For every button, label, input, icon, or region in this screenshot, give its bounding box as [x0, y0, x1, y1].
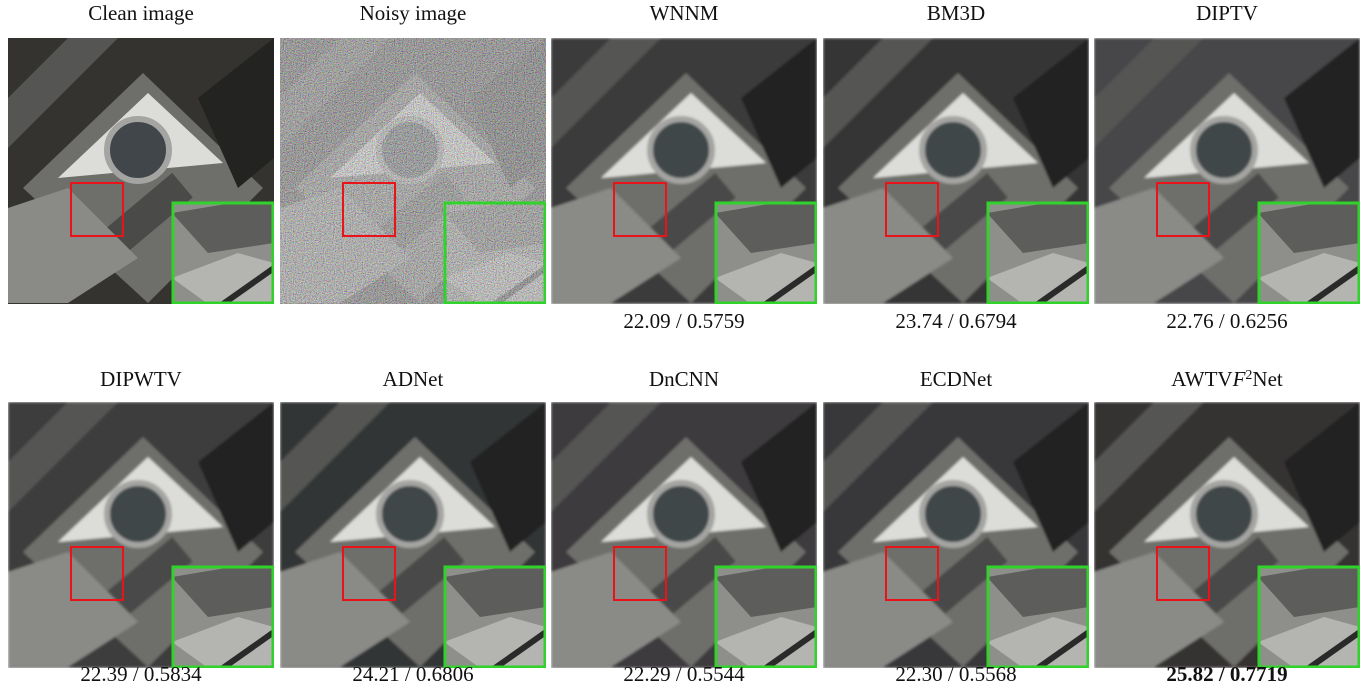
dome [379, 483, 441, 545]
panel-label: ADNet [383, 367, 444, 391]
inset [444, 202, 546, 304]
panel-image [8, 402, 274, 668]
inset [715, 566, 817, 668]
panel-image [1094, 38, 1360, 304]
dome [1193, 119, 1255, 181]
panel-image [551, 38, 817, 304]
dome [1193, 483, 1255, 545]
panel-label: ECDNet [920, 367, 992, 391]
label-part: F [1232, 367, 1246, 391]
dome [922, 119, 984, 181]
panel-label: BM3D [927, 1, 985, 25]
panel-metric: 25.82 / 0.7719 [1166, 662, 1287, 686]
image-content [1094, 38, 1360, 304]
figure: Clean image Noisy image WNNM 22.09 / 0.5759… [0, 0, 1366, 690]
panel-metric: 22.09 / 0.5759 [623, 309, 744, 333]
panel-metric: 22.29 / 0.5544 [623, 662, 745, 686]
inset [715, 202, 817, 304]
panel-label: Clean image [88, 1, 194, 25]
label-part: AWTV [1171, 367, 1232, 391]
panel-image [551, 402, 817, 668]
inset [1258, 202, 1360, 304]
inset [987, 202, 1089, 304]
inset [1258, 566, 1360, 668]
panel-image [823, 402, 1089, 668]
panel-metric: 23.74 / 0.6794 [895, 309, 1017, 333]
panel-label: WNNM [650, 1, 719, 25]
inset [172, 202, 274, 304]
dome [922, 483, 984, 545]
inset [444, 566, 546, 668]
inset [987, 566, 1089, 668]
panel-label: AWTVF2Net [1171, 367, 1283, 391]
panel-label: DIPWTV [100, 367, 182, 391]
image-content [280, 38, 546, 304]
panel-metric: 24.21 / 0.6806 [352, 662, 473, 686]
panel-metric: 22.76 / 0.6256 [1166, 309, 1287, 333]
image-content [1094, 402, 1360, 668]
image-content [823, 402, 1089, 668]
dome [107, 119, 169, 181]
image-content [8, 402, 274, 668]
panel-image [823, 38, 1089, 304]
panel-label: DnCNN [649, 367, 719, 391]
label-part: Net [1252, 367, 1282, 391]
image-content [551, 38, 817, 304]
label-part: 2 [1245, 368, 1252, 383]
panel-label: DIPTV [1196, 1, 1258, 25]
image-content [8, 38, 274, 304]
panel-image [280, 402, 546, 668]
inset [172, 566, 274, 668]
dome [650, 119, 712, 181]
dome [107, 483, 169, 545]
image-content [823, 38, 1089, 304]
panel-image [8, 38, 274, 304]
panel-metric: 22.39 / 0.5834 [80, 662, 202, 686]
image-content [551, 402, 817, 668]
dome [650, 483, 712, 545]
panel-image [280, 38, 546, 304]
inset-noise [444, 202, 546, 304]
panel-label: Noisy image [360, 1, 467, 25]
panel-metric: 22.30 / 0.5568 [895, 662, 1016, 686]
panel-image [1094, 402, 1360, 668]
image-content [280, 402, 546, 668]
